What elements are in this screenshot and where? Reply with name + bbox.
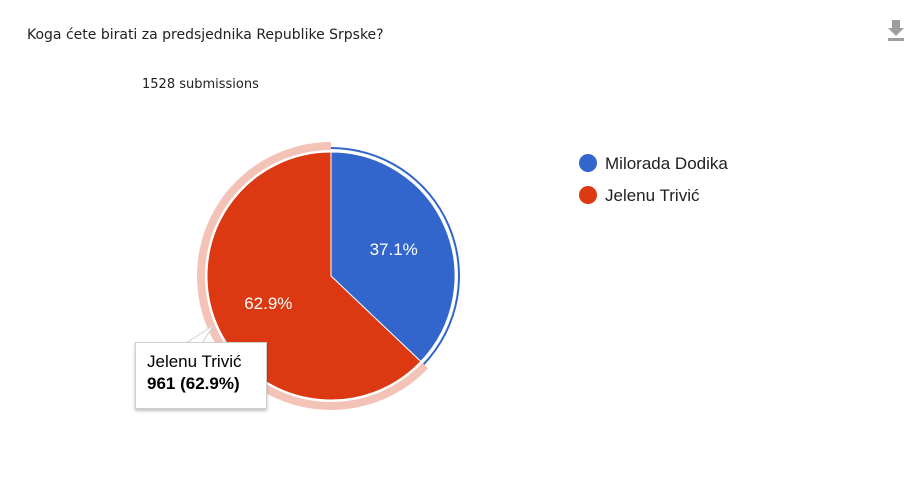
tooltip-pointer — [184, 324, 215, 344]
chart-tooltip: Jelenu Trivić 961 (62.9%) — [135, 342, 267, 409]
pie-slice-1[interactable] — [206, 151, 422, 401]
legend-marker-1 — [579, 186, 597, 204]
pie-slice-0[interactable] — [330, 151, 456, 363]
download-icon[interactable] — [884, 17, 908, 43]
slice-highlight-ring-1 — [196, 142, 429, 411]
submissions-count: 1528 submissions — [142, 77, 259, 92]
tooltip-series-value: 961 (62.9%) — [147, 374, 240, 393]
slice-label-0: 37.1% — [370, 240, 418, 259]
slice-label-1: 62.9% — [244, 294, 292, 313]
legend-label-0[interactable]: Milorada Dodika — [605, 154, 728, 173]
legend-label-1[interactable]: Jelenu Trivić — [605, 186, 700, 205]
tooltip-series-name: Jelenu Trivić — [147, 352, 242, 371]
question-title: Koga ćete birati za predsjednika Republi… — [27, 27, 384, 43]
legend-marker-0 — [579, 154, 597, 172]
